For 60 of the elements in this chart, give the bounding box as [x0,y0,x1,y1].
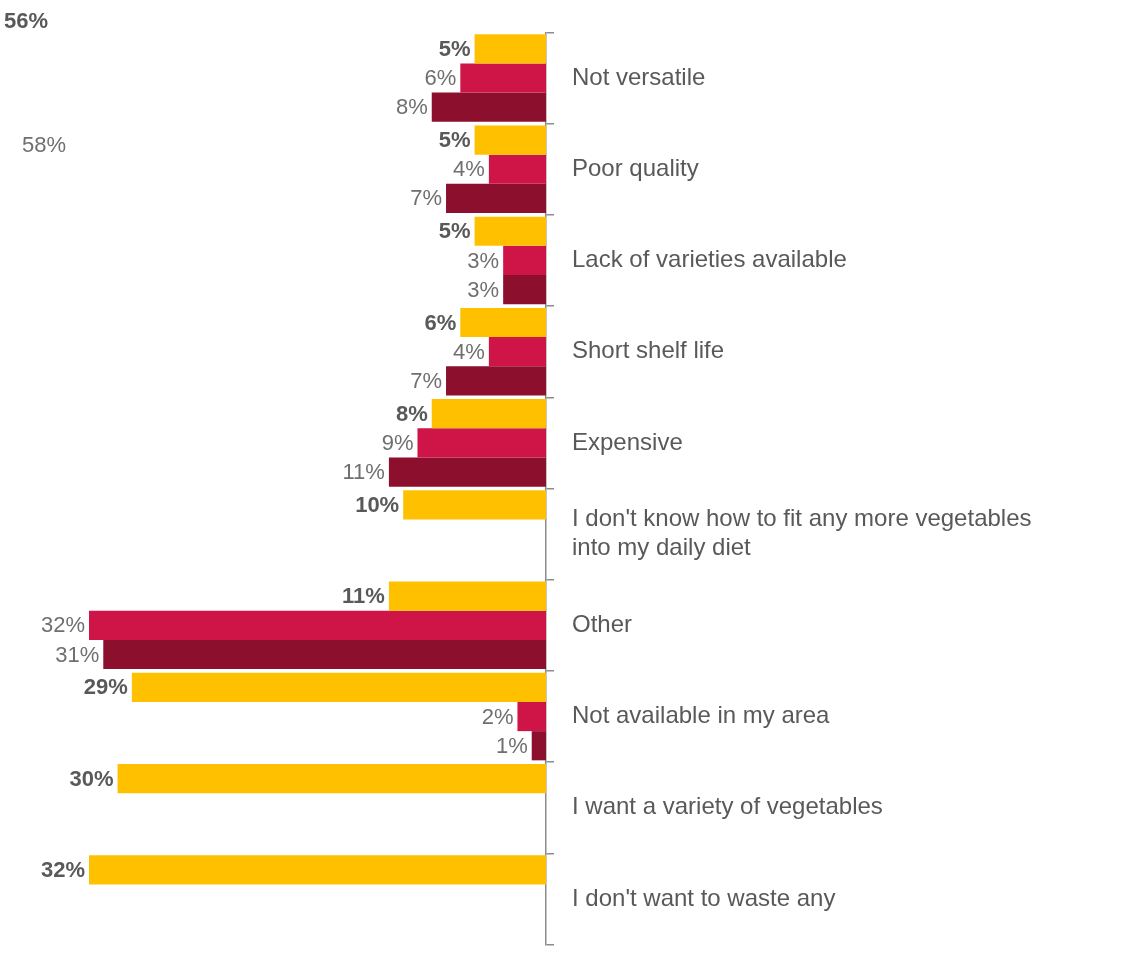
text: 56% [4,8,49,34]
bar [431,92,546,122]
bar [474,34,546,64]
data-label: 31% [55,641,100,667]
bar [103,639,546,670]
bar [388,581,546,611]
data-label: 7% [410,367,443,393]
data-label: 9% [381,429,414,455]
bar [517,701,546,732]
bar [503,245,546,276]
data-label: 6% [424,309,457,335]
data-label: 4% [453,156,485,182]
data-label: 11% [342,459,385,485]
bar [446,183,546,214]
data-label: 29% [83,674,128,700]
bar [474,216,546,246]
data-label: 8% [395,400,428,426]
data-label: 32% [40,612,85,638]
bar [431,399,546,429]
data-label: 4% [453,338,485,364]
bar [117,763,546,794]
data-label: 8% [395,94,428,120]
data-label: 3% [467,247,500,273]
y-tick-label: Not versatile [572,62,706,90]
bar [460,307,546,338]
y-tick-label: Expensive [572,427,683,455]
y-tick-label: I want a variety of vegetables [572,792,883,820]
bar [531,731,546,761]
y-tick-label: I don't want to waste any [572,883,836,911]
y-tick-label: Lack of varieties available [572,245,847,273]
y-tick-label: Not available in my area [572,701,831,729]
data-label: 32% [40,856,85,882]
data-label: 30% [69,765,114,791]
bar [503,275,546,305]
y-tick-label: Short shelf life [572,336,725,364]
bar [488,337,546,367]
y-tick-label: Other [572,609,633,637]
bar [131,672,546,702]
data-label: 10% [355,491,400,517]
data-label: 5% [438,127,471,153]
y-tick-label: I don't know how to fit any more vegetables into my daily diet [572,504,1032,561]
data-label: 2% [481,703,514,729]
data-label: 1% [495,732,528,758]
bar [403,490,546,520]
data-label: 5% [438,218,471,244]
data-label: 6% [424,65,457,91]
bar [417,428,546,458]
data-label: 7% [410,185,443,211]
data-label: 5% [438,35,471,61]
bar [89,610,546,640]
text: 58% [22,132,67,158]
bar [388,457,546,487]
bar [446,366,546,396]
bar [488,154,546,184]
bar [460,63,546,93]
y-tick-label: Poor quality [572,153,699,181]
data-label: 3% [467,276,500,302]
data-label: 11% [342,583,385,609]
bar [474,125,546,155]
bar [89,855,546,885]
